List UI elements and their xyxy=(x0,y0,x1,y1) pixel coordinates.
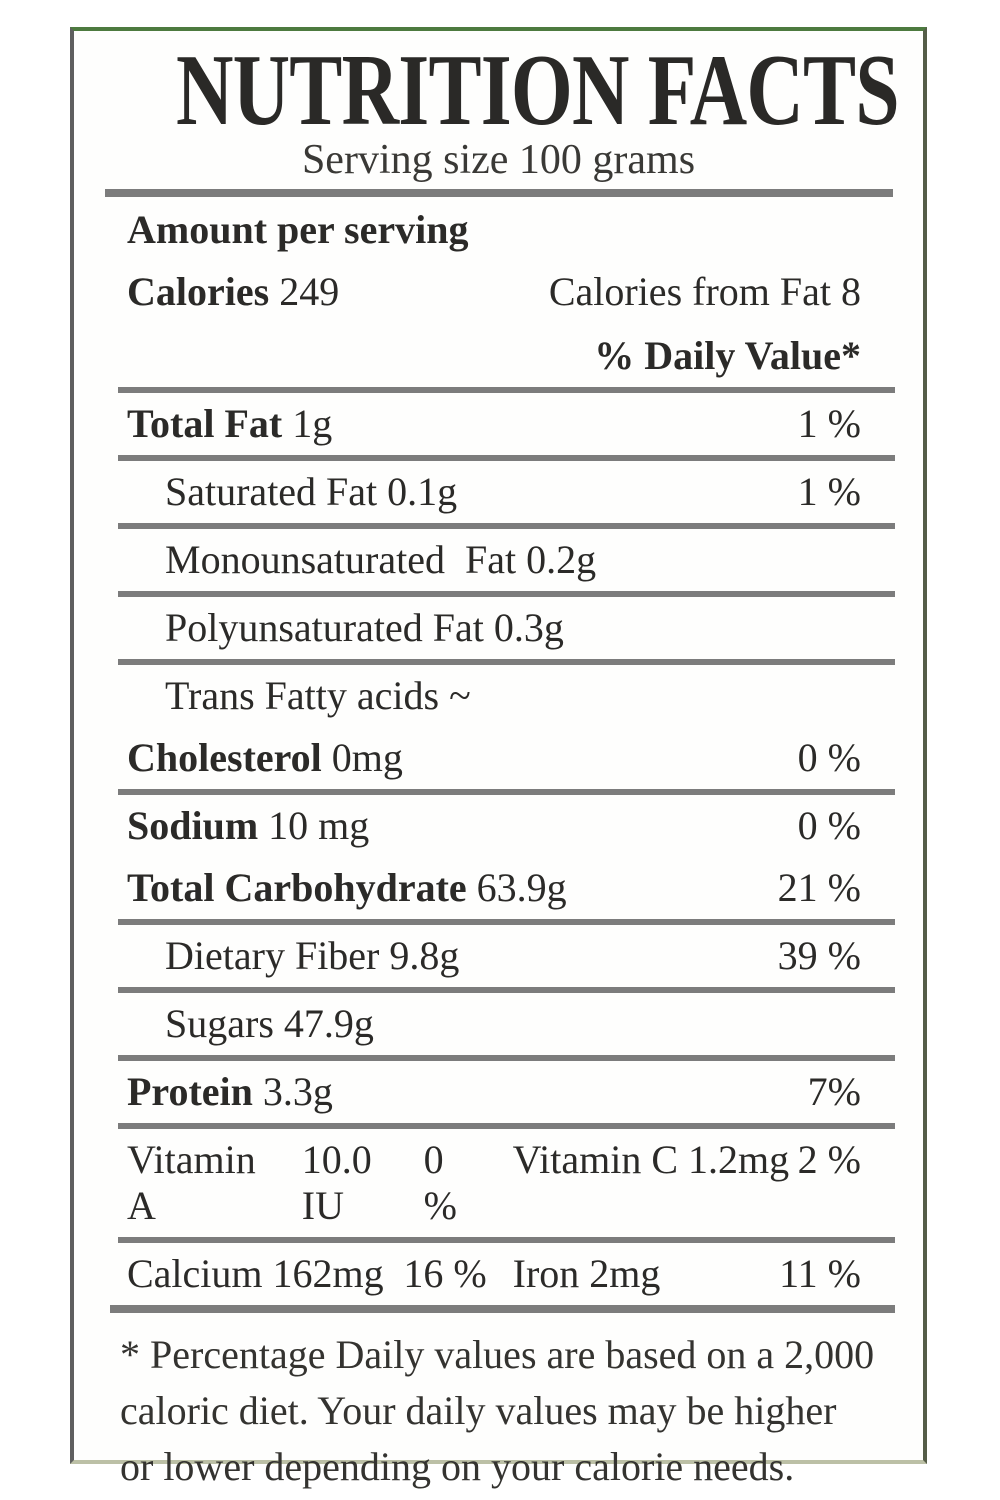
nutrient-daily-value: 1 % xyxy=(797,469,861,514)
nutrient-name: Cholesterol xyxy=(127,735,322,780)
separator-line xyxy=(118,1237,895,1243)
separator-line xyxy=(118,387,895,393)
nutrition-facts-label: NUTRITION FACTS Serving size 100 grams A… xyxy=(70,27,927,1489)
serving-size: Serving size 100 grams xyxy=(301,137,696,183)
nutrient-amount: ~ xyxy=(449,673,471,718)
nutrient-amount: 0.3g xyxy=(493,605,564,650)
calories-row: Calories 249 Calories from Fat 8 xyxy=(127,267,861,317)
nutrient-amount: 0mg xyxy=(331,735,403,780)
nutrient-name: Total Fat xyxy=(127,401,283,446)
nutrient-amount: 1g xyxy=(292,401,333,446)
nutrient-name: Protein xyxy=(127,1069,253,1114)
nutrient-row-protein: Protein 3.3g 7% xyxy=(118,1061,895,1123)
separator-line xyxy=(118,919,895,925)
nutrient-amount: 10 mg xyxy=(268,803,370,848)
nutrient-amount: 63.9g xyxy=(476,865,567,910)
nutrient-name: Dietary Fiber xyxy=(165,933,380,978)
nutrient-name: Trans Fatty acids xyxy=(165,673,440,718)
nutrient-row-sodium: Sodium 10 mg 0 % xyxy=(118,795,895,857)
vitamin-c-entry: Vitamin C 1.2mg 2 % xyxy=(513,1137,861,1183)
separator-line xyxy=(118,1123,895,1129)
nutrient-name: Saturated Fat xyxy=(165,469,378,514)
micronutrient-name: Iron xyxy=(512,1251,580,1296)
nutrient-name: Sodium xyxy=(127,803,259,848)
amount-per-serving-text: Amount per serving xyxy=(127,207,469,252)
nutrient-row-total-carbohydrate: Total Carbohydrate 63.9g 21 % xyxy=(118,857,895,919)
separator-line xyxy=(118,659,895,665)
label-title-text: NUTRITION FACTS xyxy=(175,34,900,147)
nutrient-row-polyunsaturated-fat: Polyunsaturated Fat 0.3g xyxy=(118,597,895,659)
nutrient-daily-value: 0 % xyxy=(797,803,861,848)
nutrient-name: Polyunsaturated Fat xyxy=(165,605,484,650)
nutrient-row-trans-fatty-acids: Trans Fatty acids ~ xyxy=(118,665,895,727)
footnote-line-3: or lower depending on your calorie needs… xyxy=(120,1444,795,1489)
separator-line xyxy=(118,455,895,461)
micronutrient-daily-value: 0 % xyxy=(423,1137,457,1228)
vitamin-a-entry: Vitamin A 10.0 IU 0 % xyxy=(127,1137,487,1229)
nutrient-amount: 3.3g xyxy=(262,1069,333,1114)
calories-value: 249 xyxy=(279,269,340,314)
nutrient-amount: 0.1g xyxy=(387,469,458,514)
micronutrient-name: Calcium xyxy=(127,1251,263,1296)
nutrient-name: Monounsaturated Fat xyxy=(165,537,517,582)
calories-label: Calories xyxy=(127,269,270,314)
nutrient-row-sugars: Sugars 47.9g xyxy=(118,993,895,1055)
nutrient-daily-value: 21 % xyxy=(777,865,861,910)
nutrient-row-cholesterol: Cholesterol 0mg 0 % xyxy=(118,727,895,789)
calcium-entry: Calcium 162mg 16 % xyxy=(127,1251,487,1297)
nutrient-row-saturated-fat: Saturated Fat 0.1g 1 % xyxy=(118,461,895,523)
nutrient-amount: 9.8g xyxy=(389,933,460,978)
iron-entry: Iron 2mg 11 % xyxy=(513,1251,861,1297)
daily-value-header: % Daily Value* xyxy=(127,331,861,381)
amount-per-serving-label: Amount per serving xyxy=(127,205,861,255)
micronutrient-amount: 162mg xyxy=(272,1251,384,1296)
micronutrient-name: Vitamin C xyxy=(512,1137,679,1182)
nutrient-name: Sugars xyxy=(165,1001,274,1046)
nutrient-daily-value: 39 % xyxy=(777,933,861,978)
nutrient-daily-value: 7% xyxy=(807,1069,861,1114)
separator-line xyxy=(118,789,895,795)
footnote-line-2: caloric diet. Your daily values may be h… xyxy=(120,1388,837,1433)
nutrient-daily-value: 0 % xyxy=(797,735,861,780)
micronutrient-amount: 10.0 IU xyxy=(301,1137,372,1228)
micronutrient-row-vitamins: Vitamin A 10.0 IU 0 % Vitamin C 1.2mg 2 … xyxy=(118,1129,895,1237)
micronutrient-daily-value: 11 % xyxy=(779,1251,861,1296)
footnote-line-1: * Percentage Daily values are based on a… xyxy=(120,1332,875,1377)
separator-line xyxy=(118,1055,895,1061)
separator-line xyxy=(105,189,893,197)
separator-line xyxy=(118,523,895,529)
nutrient-amount: 47.9g xyxy=(283,1001,374,1046)
micronutrient-name: Vitamin A xyxy=(127,1137,264,1228)
nutrient-name: Total Carbohydrate xyxy=(127,865,467,910)
micronutrient-row-minerals: Calcium 162mg 16 % Iron 2mg 11 % xyxy=(118,1243,895,1305)
nutrient-row-monounsaturated-fat: Monounsaturated Fat 0.2g xyxy=(118,529,895,591)
separator-line xyxy=(118,591,895,597)
micronutrient-daily-value: 16 % xyxy=(403,1251,487,1296)
footnote: * Percentage Daily values are based on a… xyxy=(120,1327,883,1495)
label-title: NUTRITION FACTS xyxy=(74,34,923,147)
micronutrient-amount: 2mg xyxy=(589,1251,661,1296)
daily-value-header-text: % Daily Value* xyxy=(594,333,861,378)
separator-line xyxy=(118,987,895,993)
micronutrient-daily-value: 2 % xyxy=(797,1137,861,1182)
micronutrient-amount: 1.2mg xyxy=(688,1137,790,1182)
separator-line xyxy=(110,1305,895,1313)
nutrient-daily-value: 1 % xyxy=(797,401,861,446)
nutrient-row-total-fat: Total Fat 1g 1 % xyxy=(118,393,895,455)
calories-from-fat: Calories from Fat 8 xyxy=(548,269,861,314)
nutrient-row-dietary-fiber: Dietary Fiber 9.8g 39 % xyxy=(118,925,895,987)
nutrient-amount: 0.2g xyxy=(526,537,597,582)
